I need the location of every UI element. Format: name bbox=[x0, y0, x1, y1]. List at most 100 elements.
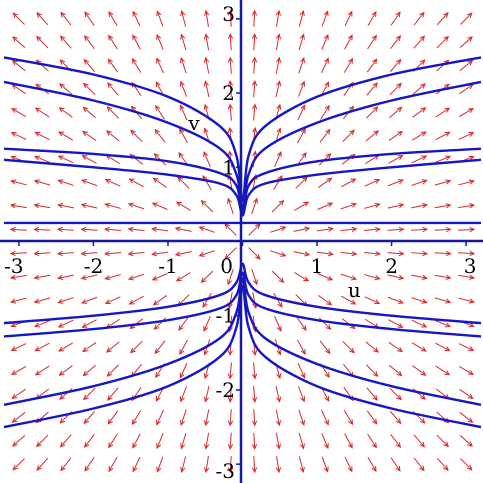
field-arrow bbox=[248, 247, 261, 260]
field-arrow bbox=[387, 296, 405, 304]
field-arrow bbox=[104, 296, 121, 305]
field-arrow bbox=[460, 458, 473, 471]
field-arrow bbox=[36, 457, 49, 471]
field-arrow bbox=[58, 107, 73, 118]
field-arrow bbox=[387, 226, 405, 233]
field-arrow bbox=[156, 456, 164, 473]
field-arrow bbox=[458, 108, 475, 118]
field-arrow bbox=[56, 250, 74, 257]
field-arrow bbox=[434, 179, 452, 186]
field-arrow bbox=[104, 274, 121, 281]
field-arrow bbox=[459, 36, 473, 48]
field-arrow bbox=[411, 203, 428, 209]
field-arrow bbox=[151, 273, 168, 281]
field-arrow bbox=[275, 56, 282, 74]
field-arrow bbox=[364, 178, 381, 187]
field-arrow bbox=[57, 319, 74, 328]
field-arrow bbox=[9, 226, 27, 233]
field-arrow bbox=[298, 57, 306, 74]
field-arrow bbox=[251, 9, 258, 27]
field-arrow bbox=[203, 409, 210, 427]
field-arrow bbox=[33, 179, 51, 186]
field-arrow bbox=[151, 226, 169, 232]
field-arrow bbox=[413, 11, 425, 26]
field-arrow bbox=[321, 409, 329, 426]
field-arrow bbox=[180, 33, 187, 51]
tick-labels: -3 -2 -1 0 1 2 3 3 2 1 -1 -2 -3 u v bbox=[4, 2, 476, 483]
x-tick-label: 2 bbox=[385, 254, 398, 278]
field-arrow bbox=[9, 203, 27, 209]
field-arrow bbox=[341, 178, 357, 188]
field-arrow bbox=[367, 456, 377, 473]
field-arrow bbox=[274, 151, 282, 168]
field-arrow bbox=[33, 155, 51, 163]
field-arrow bbox=[271, 270, 285, 284]
field-arrow bbox=[434, 320, 452, 328]
field-arrow bbox=[127, 251, 145, 257]
field-arrow bbox=[296, 316, 307, 331]
field-arrow bbox=[343, 410, 354, 426]
field-arrow bbox=[295, 176, 308, 189]
field-arrow bbox=[412, 83, 426, 95]
field-arrow bbox=[175, 272, 191, 282]
field-arrow bbox=[390, 35, 402, 49]
field-arrow bbox=[293, 251, 311, 257]
field-arrow bbox=[458, 226, 476, 233]
field-arrow bbox=[132, 433, 141, 449]
field-arrow bbox=[318, 177, 333, 188]
field-arrow bbox=[227, 268, 234, 286]
field-arrow bbox=[389, 410, 402, 425]
field-arrow bbox=[59, 434, 72, 448]
field-arrow bbox=[177, 176, 190, 189]
field-arrow bbox=[340, 273, 358, 281]
field-arrow bbox=[175, 201, 191, 211]
field-arrow bbox=[103, 250, 122, 257]
field-arrow bbox=[34, 342, 50, 352]
field-arrow bbox=[365, 341, 380, 353]
field-arrow bbox=[436, 457, 449, 471]
field-arrow bbox=[293, 226, 311, 232]
field-arrow bbox=[436, 35, 450, 49]
field-arrow bbox=[107, 387, 119, 401]
field-arrow bbox=[10, 343, 27, 351]
field-arrow bbox=[458, 132, 475, 140]
field-arrow bbox=[83, 58, 96, 73]
field-arrow bbox=[366, 82, 378, 96]
field-arrow bbox=[460, 12, 473, 25]
field-arrow bbox=[106, 364, 120, 377]
field-arrow bbox=[389, 82, 402, 96]
field-arrow bbox=[227, 80, 234, 98]
field-arrow bbox=[388, 130, 404, 141]
y-tick-label: -3 bbox=[216, 459, 235, 483]
field-arrow bbox=[130, 340, 143, 354]
field-arrow bbox=[202, 175, 212, 191]
field-arrow bbox=[273, 175, 283, 191]
field-arrow bbox=[297, 104, 306, 121]
field-arrow bbox=[200, 199, 214, 213]
field-arrow bbox=[275, 432, 282, 450]
field-arrow bbox=[227, 432, 234, 450]
field-arrow bbox=[317, 273, 334, 281]
field-arrow bbox=[297, 128, 306, 144]
field-arrow bbox=[458, 343, 475, 351]
field-arrow bbox=[131, 57, 142, 73]
field-arrow bbox=[340, 251, 358, 257]
field-arrow bbox=[343, 57, 354, 73]
field-arrow bbox=[57, 203, 74, 209]
field-arrow bbox=[458, 179, 475, 186]
field-arrow bbox=[227, 9, 234, 27]
field-arrow bbox=[10, 132, 27, 140]
field-arrow bbox=[298, 80, 306, 97]
field-arrow bbox=[35, 35, 49, 49]
field-arrow bbox=[275, 385, 282, 403]
field-arrow bbox=[298, 9, 305, 27]
field-arrow bbox=[435, 131, 451, 141]
field-arrow bbox=[130, 129, 143, 143]
field-arrow bbox=[316, 251, 334, 257]
field-arrow bbox=[434, 226, 452, 233]
field-arrow bbox=[411, 319, 428, 328]
field-arrow bbox=[365, 130, 380, 142]
field-arrow bbox=[154, 340, 166, 355]
field-arrow bbox=[180, 432, 187, 450]
